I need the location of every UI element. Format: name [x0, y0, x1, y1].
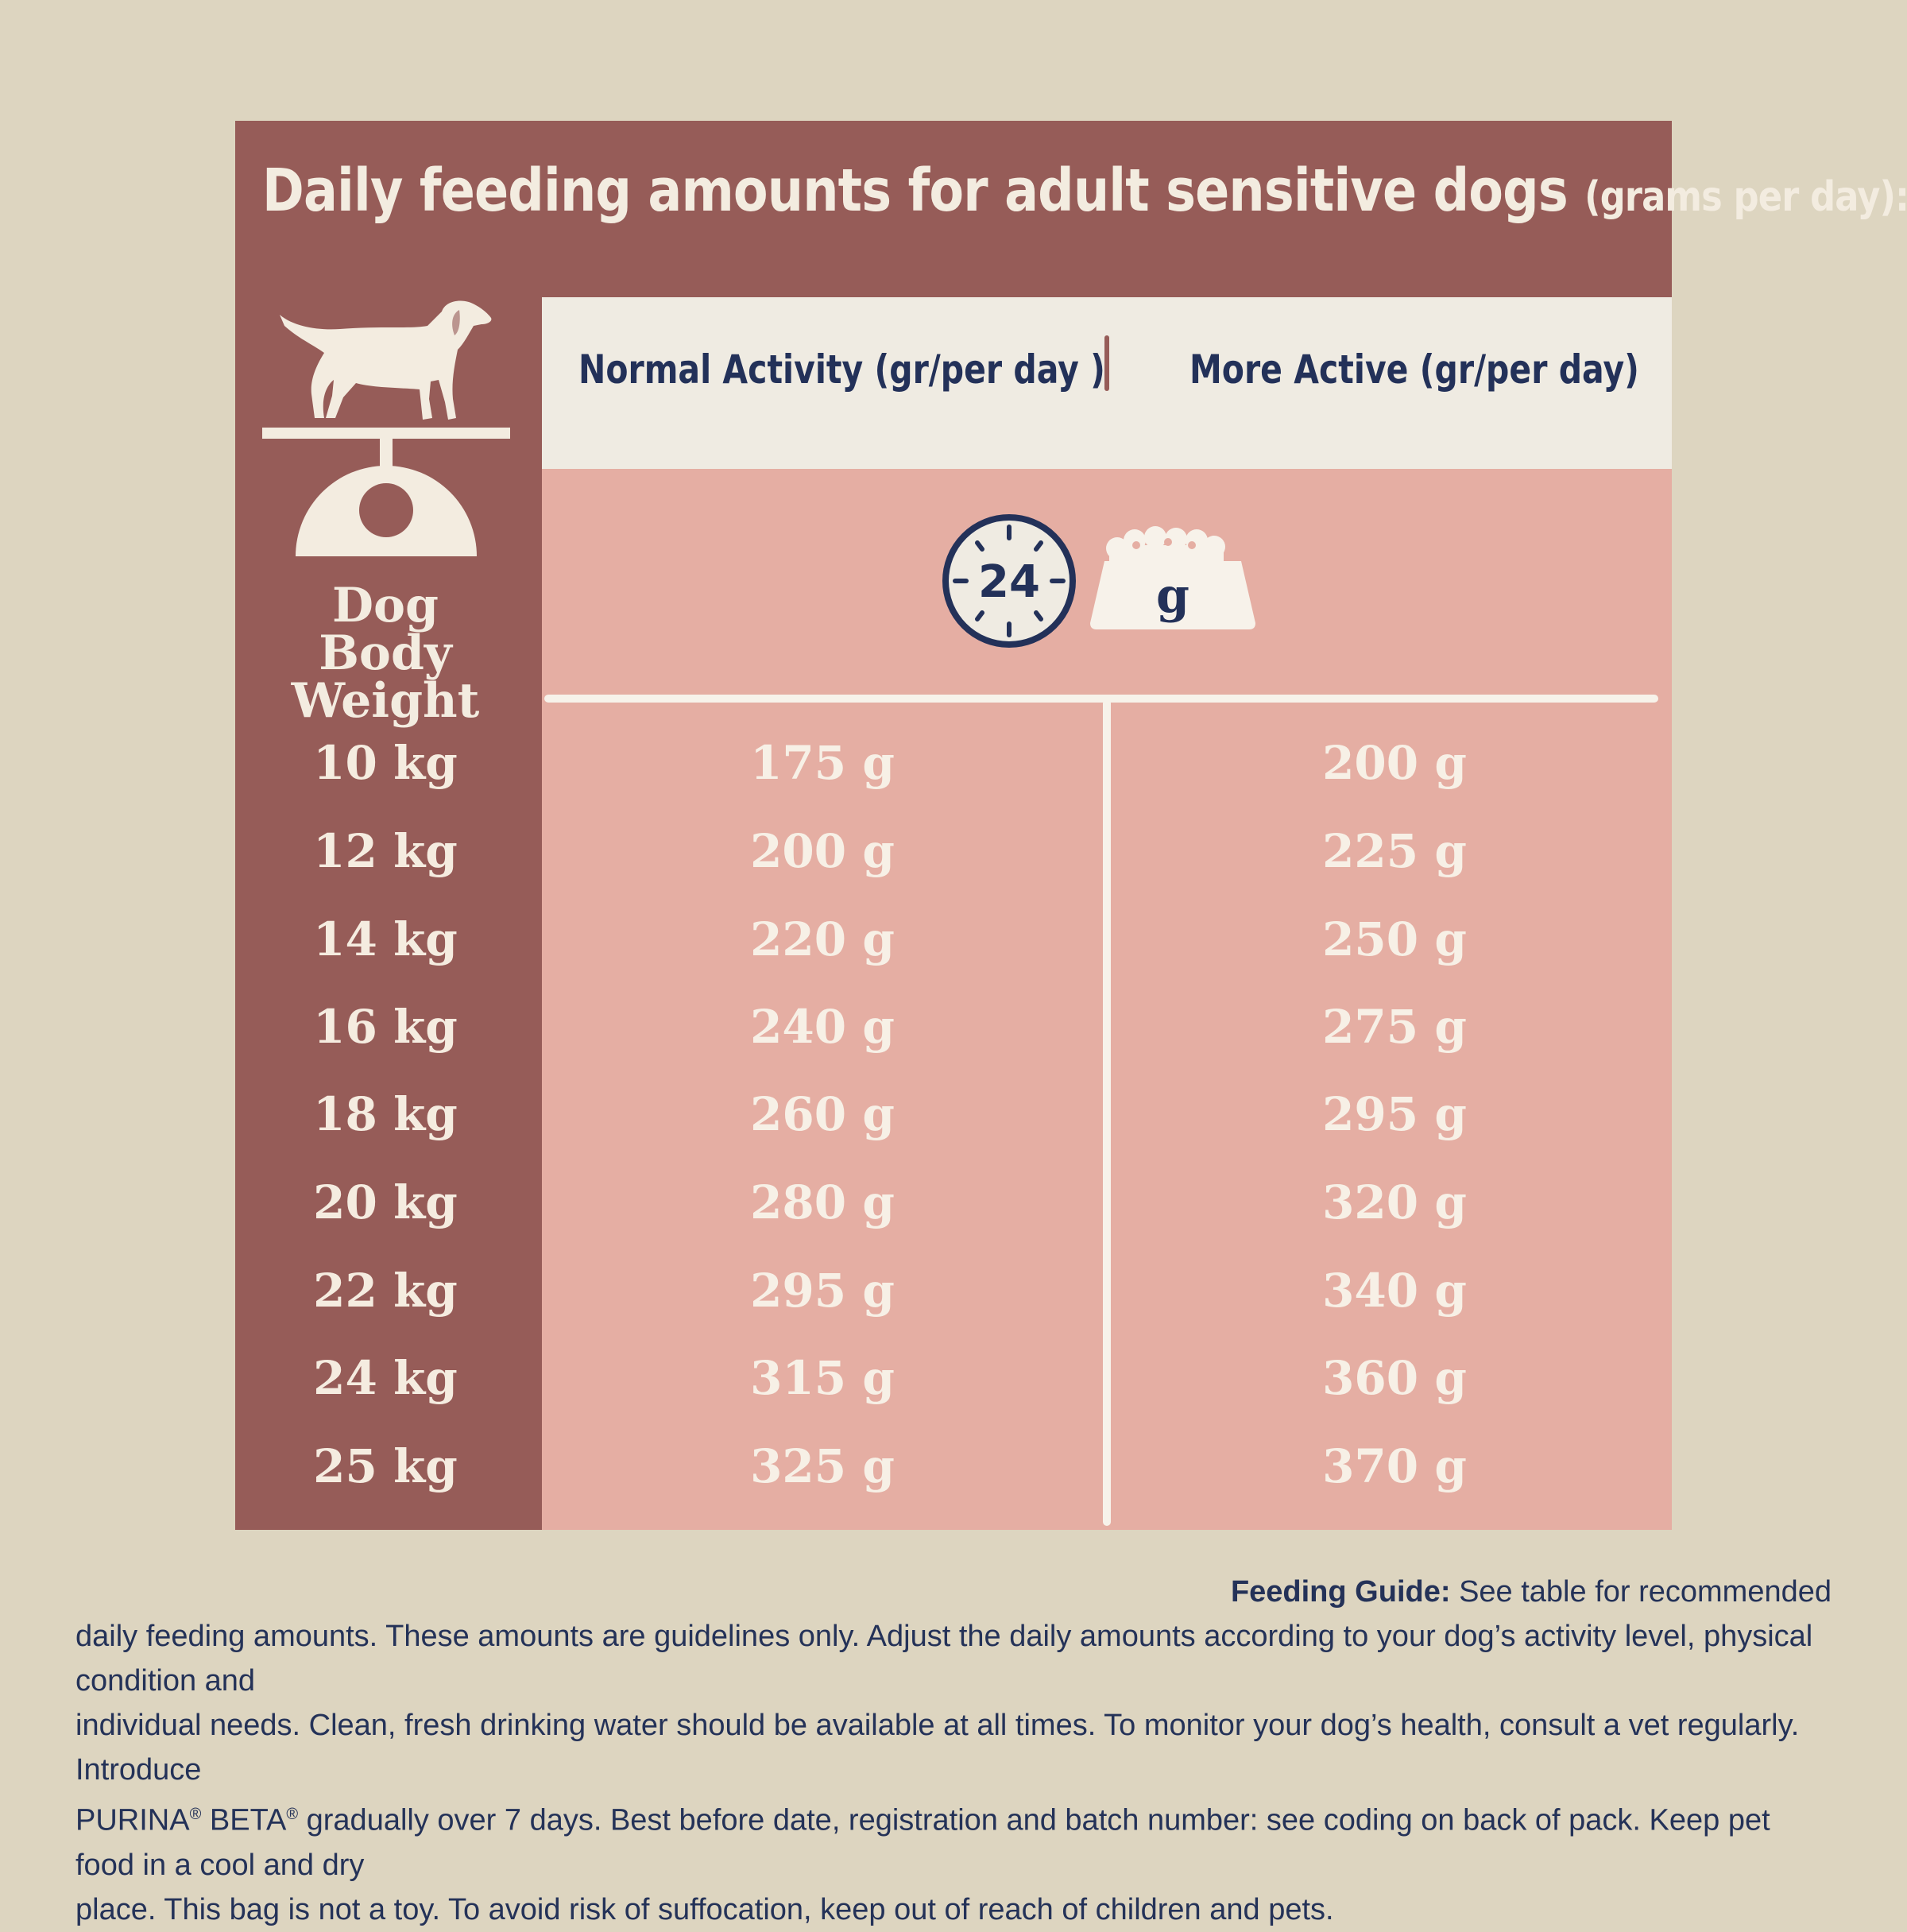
clock-24-icon: 24: [942, 514, 1076, 648]
table-horizontal-divider: [544, 695, 1658, 703]
weight-cell: 10 kg: [313, 736, 458, 790]
weight-cell: 24 kg: [313, 1351, 458, 1405]
registered-mark: ®: [189, 1806, 202, 1823]
normal-cell: 220 g: [750, 912, 895, 966]
weight-cell: 14 kg: [313, 912, 458, 966]
normal-cell: 200 g: [750, 824, 895, 878]
normal-activity-header: Normal Activity (gr/per day ): [578, 347, 1105, 393]
purina-text: PURINA: [75, 1803, 190, 1837]
dog-body-weight-header: Dog Body Weight: [262, 582, 509, 725]
normal-cell: 325 g: [750, 1439, 895, 1493]
normal-cell: 175 g: [750, 736, 895, 790]
normal-cell: 260 g: [750, 1087, 895, 1141]
active-cell: 250 g: [1322, 912, 1467, 966]
weight-header-line2: Weight: [291, 673, 480, 729]
active-cell: 370 g: [1322, 1439, 1467, 1493]
active-cell: 200 g: [1322, 736, 1467, 790]
registered-mark: ®: [286, 1806, 299, 1823]
header-divider: [1104, 335, 1109, 391]
footer-line2: daily feeding amounts. These amounts are…: [75, 1620, 1813, 1698]
footer-line3: individual needs. Clean, fresh drinking …: [75, 1709, 1800, 1787]
normal-cell: 280 g: [750, 1175, 895, 1229]
food-bowl-icon: g: [1090, 526, 1255, 629]
normal-cell: 240 g: [750, 1000, 895, 1054]
dog-on-scale-icon: [262, 300, 510, 556]
bowl-g-text: g: [1156, 568, 1189, 624]
table-title: Daily feeding amounts for adult sensitiv…: [262, 158, 1907, 223]
active-cell: 275 g: [1322, 1000, 1467, 1054]
weight-cell: 22 kg: [313, 1264, 458, 1318]
feeding-guide-label: Feeding Guide:: [1230, 1575, 1451, 1609]
title-unit: (grams per day):: [1584, 173, 1907, 221]
active-cell: 225 g: [1322, 824, 1467, 878]
normal-cell: 315 g: [750, 1351, 895, 1405]
normal-cell: 295 g: [750, 1264, 895, 1318]
footer-line5: place. This bag is not a toy. To avoid r…: [75, 1892, 1334, 1926]
weight-cell: 16 kg: [313, 1000, 458, 1054]
weight-cell: 25 kg: [313, 1439, 458, 1493]
active-cell: 320 g: [1322, 1175, 1467, 1229]
active-cell: 340 g: [1322, 1264, 1467, 1318]
feeding-guide-lead: Feeding Guide: See table for recommended: [75, 1570, 1832, 1614]
feeding-guide-text: Feeding Guide: See table for recommended…: [75, 1570, 1832, 1932]
title-main: Daily feeding amounts for adult sensitiv…: [262, 157, 1569, 225]
clock-24-text: 24: [978, 556, 1040, 608]
active-cell: 295 g: [1322, 1087, 1467, 1141]
more-active-header: More Active (gr/per day): [1189, 347, 1639, 393]
footer-line4-rest: gradually over 7 days. Best before date,…: [75, 1803, 1770, 1882]
footer-line1: See table for recommended: [1459, 1575, 1832, 1609]
weight-cell: 12 kg: [313, 824, 458, 878]
weight-header-line1: Dog Body: [319, 578, 452, 681]
weight-cell: 20 kg: [313, 1175, 458, 1229]
weight-cell: 18 kg: [313, 1087, 458, 1141]
footer-line4: PURINA® BETA® gradually over 7 days. Bes…: [75, 1792, 1832, 1887]
active-cell: 360 g: [1322, 1351, 1467, 1405]
table-vertical-divider: [1103, 699, 1111, 1526]
beta-text: BETA: [201, 1803, 287, 1837]
